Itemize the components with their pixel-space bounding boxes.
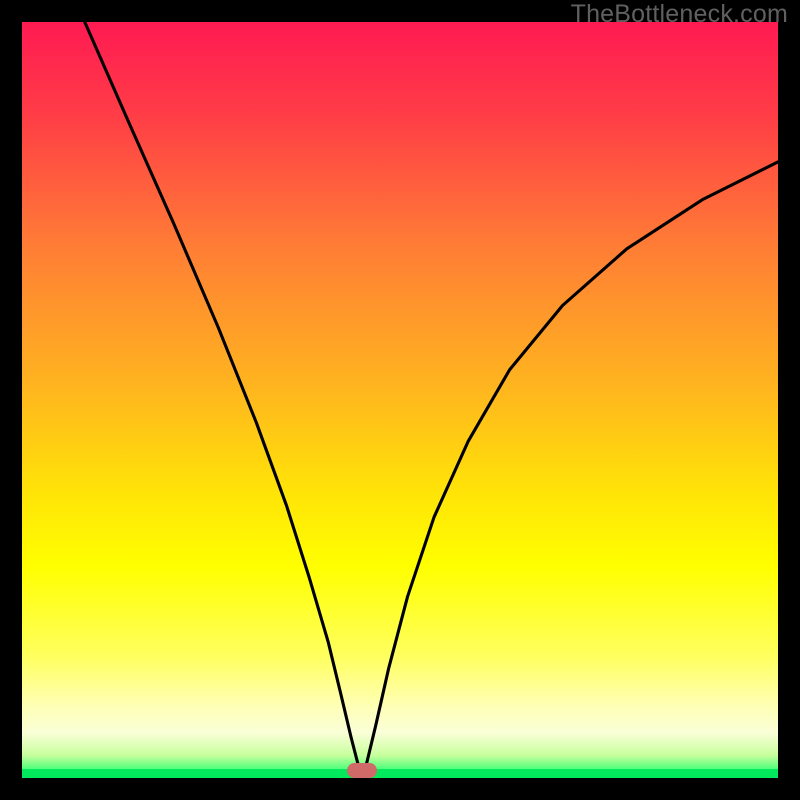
chart-frame: TheBottleneck.com (0, 0, 800, 800)
bottleneck-curve (22, 22, 778, 778)
plot-area (22, 22, 778, 778)
target-marker (347, 763, 377, 778)
watermark-text: TheBottleneck.com (571, 0, 788, 29)
